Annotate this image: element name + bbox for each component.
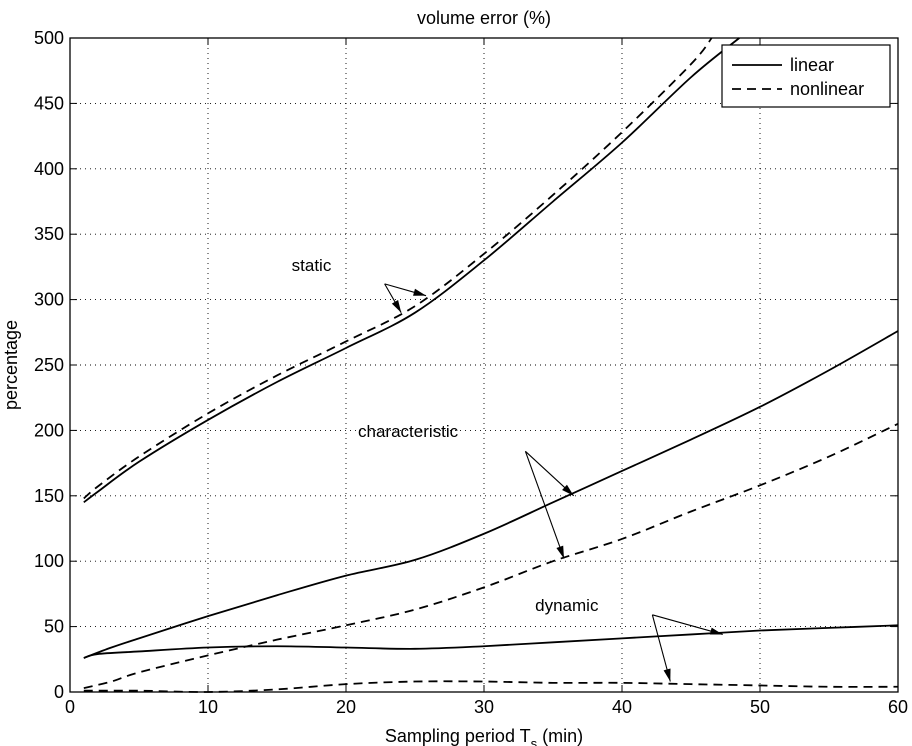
x-tick-label: 0 xyxy=(65,697,75,717)
annotation-arrowhead-dynamic xyxy=(709,627,723,635)
annotation-arrowhead-characteristic xyxy=(562,484,574,496)
legend-label-linear: linear xyxy=(790,55,834,75)
characteristic-linear-line xyxy=(83,330,899,659)
annotation-arrowhead-static xyxy=(413,288,427,296)
x-axis-title-unit: (min) xyxy=(537,726,583,746)
y-tick-label: 500 xyxy=(34,28,64,48)
dynamic-nonlinear-line xyxy=(83,680,899,693)
chart-title: volume error (%) xyxy=(417,8,551,28)
legend-label-nonlinear: nonlinear xyxy=(790,79,864,99)
y-tick-label: 400 xyxy=(34,159,64,179)
x-tick-label: 40 xyxy=(612,697,632,717)
legend-box xyxy=(721,44,891,108)
legend: linear nonlinear xyxy=(721,44,891,108)
y-tick-label: 450 xyxy=(34,93,64,113)
grid xyxy=(70,38,898,692)
y-tick-label: 250 xyxy=(34,355,64,375)
annotation-label-static: static xyxy=(292,256,332,275)
x-tick-label: 50 xyxy=(750,697,770,717)
y-tick-label: 0 xyxy=(54,682,64,702)
annotation-arrowhead-static xyxy=(391,300,402,313)
static-nonlinear-line xyxy=(83,37,713,500)
x-tick-label: 10 xyxy=(198,697,218,717)
annotation-arrow-characteristic xyxy=(524,451,565,559)
x-axis-title-subscript: s xyxy=(531,736,538,746)
annotation-label-dynamic: dynamic xyxy=(535,596,599,615)
y-tick-label: 50 xyxy=(44,617,64,637)
annotation-arrowhead-characteristic xyxy=(556,545,565,559)
static-linear-line xyxy=(83,37,740,504)
axis-ticks: 0 10 20 30 40 50 60 0 50 100 150 200 250 300 350 400 450… xyxy=(34,28,908,717)
x-tick-label: 30 xyxy=(474,697,494,717)
x-axis-title: Sampling period Ts (min) xyxy=(385,726,583,746)
y-tick-label: 350 xyxy=(34,224,64,244)
annotation-label-characteristic: characteristic xyxy=(358,422,459,441)
annotation-arrowhead-dynamic xyxy=(663,668,671,682)
annotations: static characteristic dynamic xyxy=(292,256,723,682)
y-tick-label: 200 xyxy=(34,420,64,440)
x-tick-label: 60 xyxy=(888,697,908,717)
x-axis-title-main: Sampling period T xyxy=(385,726,531,746)
y-tick-label: 300 xyxy=(34,290,64,310)
dynamic-linear-line xyxy=(83,624,899,659)
y-tick-label: 150 xyxy=(34,486,64,506)
y-axis-title: percentage xyxy=(1,320,21,410)
y-tick-label: 100 xyxy=(34,551,64,571)
x-tick-label: 20 xyxy=(336,697,356,717)
